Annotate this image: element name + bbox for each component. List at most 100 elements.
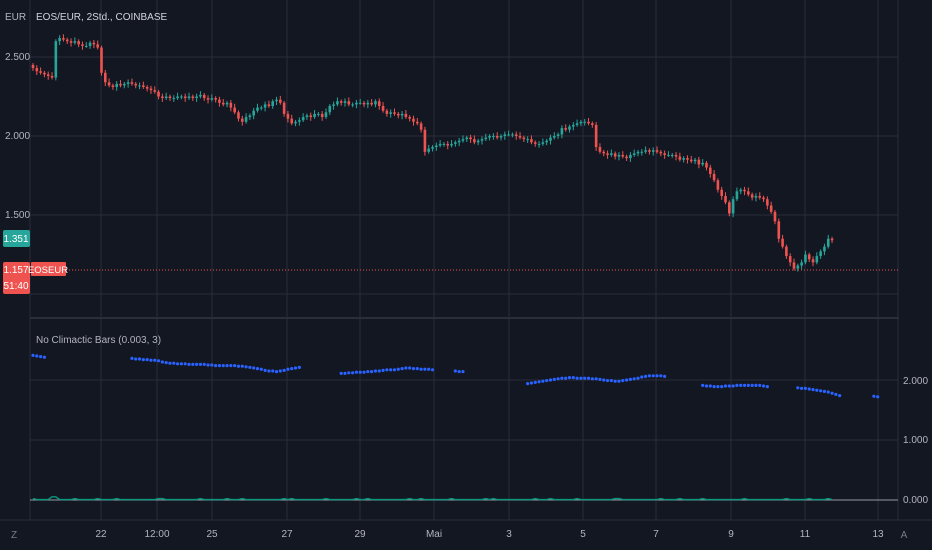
indicator-dot	[217, 364, 222, 368]
x-tick-label: 13	[872, 529, 884, 540]
candle-body	[712, 173, 716, 181]
candle-body	[145, 87, 149, 89]
candle-body	[788, 256, 792, 263]
indicator-dot	[590, 377, 594, 381]
candle-body	[594, 124, 598, 148]
candle-body	[830, 238, 834, 241]
candle-body	[290, 118, 294, 124]
indicator-dot	[290, 367, 294, 371]
candle-body	[537, 143, 541, 145]
candle-body	[651, 150, 655, 152]
candle-body	[324, 112, 328, 118]
candle-body	[750, 194, 754, 198]
indicator-dot	[172, 361, 176, 365]
indicator-dot	[392, 368, 397, 372]
indicator-dot	[739, 383, 743, 387]
indicator-y-tick: 0.000	[903, 495, 928, 506]
indicator-dot	[137, 357, 142, 361]
auto-scale-button[interactable]: A	[901, 530, 908, 541]
indicator-dot	[655, 374, 659, 378]
candle-body	[815, 256, 819, 263]
candle-body	[807, 254, 811, 260]
candle-body	[762, 197, 765, 200]
price-badge-current-timer: 51:40	[3, 281, 28, 292]
indicator-dot	[370, 370, 374, 374]
indicator-dot	[381, 368, 385, 372]
candle-body	[739, 189, 743, 192]
timezone-button[interactable]: Z	[11, 530, 17, 541]
candle-body	[568, 126, 571, 130]
symbol-title[interactable]: EOS/EUR, 2Std., COINBASE	[36, 12, 167, 23]
candle-body	[191, 96, 195, 99]
candle-body	[488, 136, 491, 138]
candle-body	[811, 259, 815, 263]
candle-body	[385, 110, 389, 114]
indicator-dot	[225, 364, 229, 368]
candle-body	[134, 83, 138, 86]
candle-body	[313, 113, 316, 118]
indicator-dot	[423, 367, 427, 371]
indicator-dot	[240, 364, 244, 368]
indicator-title[interactable]: No Climactic Bars (0.003, 3)	[36, 335, 161, 346]
indicator-dot	[541, 379, 545, 383]
indicator-dot	[214, 364, 218, 368]
indicator-dot	[644, 374, 648, 378]
indicator-dot	[233, 364, 237, 368]
indicator-dot	[457, 370, 461, 374]
candle-body	[65, 39, 69, 42]
indicator-y-tick: 1.000	[903, 435, 928, 446]
candle-body	[617, 154, 621, 157]
indicator-dot	[651, 374, 655, 378]
candle-body	[256, 107, 259, 111]
candle-body	[164, 96, 168, 99]
price-badge-top	[3, 230, 30, 247]
candle-body	[785, 246, 788, 257]
candle-body	[682, 158, 685, 160]
candle-body	[260, 107, 263, 109]
candle-body	[96, 44, 99, 48]
candle-body	[69, 41, 73, 43]
candle-body	[720, 189, 724, 197]
candle-body	[31, 64, 35, 69]
currency-label: EUR	[5, 12, 26, 23]
candle-body	[716, 180, 720, 190]
candle-body	[800, 262, 803, 266]
candle-body	[336, 101, 339, 105]
indicator-dot	[191, 362, 195, 366]
timezone-button-label: Z	[11, 530, 17, 541]
candle-body	[419, 123, 423, 130]
candle-body	[142, 85, 145, 88]
candle-body	[579, 121, 583, 124]
candle-body	[514, 134, 518, 136]
indicator-dot	[358, 370, 362, 374]
candle-body	[195, 96, 198, 99]
candle-body	[636, 151, 640, 154]
candle-body	[533, 142, 537, 144]
indicator-dot	[754, 383, 758, 387]
indicator-dot	[183, 362, 187, 366]
candle-body	[377, 101, 381, 106]
candle-body	[84, 45, 88, 47]
indicator-dot	[803, 386, 808, 390]
indicator-dot	[210, 363, 214, 367]
candle-body	[347, 101, 351, 105]
candle-body	[541, 142, 545, 144]
indicator-dot	[164, 361, 168, 365]
indicator-dot	[750, 383, 754, 387]
candle-body	[480, 139, 484, 141]
indicator-dot	[156, 359, 161, 363]
time-axis[interactable]: 22 12:00 25 27 29 Mai 3 5 7 9 11 13	[95, 529, 884, 540]
indicator-dot	[259, 367, 263, 371]
indicator-dot	[579, 376, 583, 380]
candle-body	[237, 112, 240, 119]
candle-body	[670, 154, 674, 156]
candle-body	[572, 124, 575, 127]
candle-body	[404, 113, 408, 118]
indicator-dot	[461, 370, 465, 374]
indicator-dot	[826, 390, 830, 394]
indicator-dot	[552, 377, 556, 381]
candle-body	[476, 140, 480, 143]
candle-body	[442, 143, 446, 145]
candle-body	[423, 129, 427, 152]
indicator-dot	[206, 363, 210, 367]
